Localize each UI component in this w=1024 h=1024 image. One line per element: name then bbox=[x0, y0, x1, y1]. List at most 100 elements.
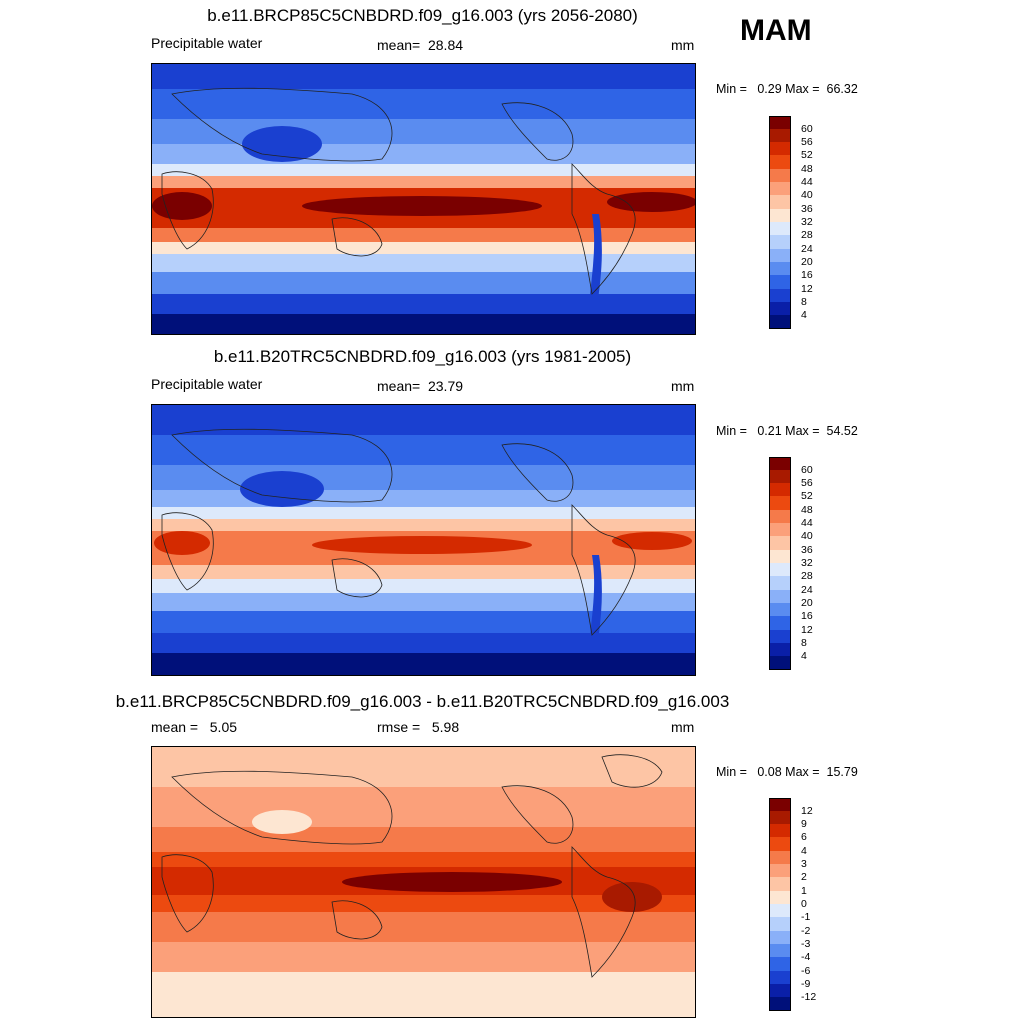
p1-swatch-7 bbox=[769, 209, 791, 223]
panel-3-rmse-value: 5.98 bbox=[431, 719, 460, 735]
p1-band-s-high bbox=[152, 294, 695, 314]
panel-2-mean-label: mean= bbox=[377, 378, 421, 394]
p1-band-s-mid bbox=[152, 272, 695, 294]
p1-tick-11: 16 bbox=[801, 269, 813, 281]
p2-swatch-0 bbox=[769, 457, 791, 471]
p2-tick-11: 16 bbox=[801, 610, 813, 622]
p3-swatch-6 bbox=[769, 877, 791, 891]
p1-tick-0: 60 bbox=[801, 123, 813, 135]
p2-tick-5: 40 bbox=[801, 530, 813, 542]
panel-1-min-label: Min = bbox=[716, 82, 747, 96]
panel-1-min-value: 0.29 bbox=[757, 82, 782, 96]
p2-tick-10: 20 bbox=[801, 597, 813, 609]
p2-swatch-2 bbox=[769, 483, 791, 497]
panel-2-max-label: Max = bbox=[785, 424, 820, 438]
p2-band-arctic bbox=[152, 405, 695, 435]
p3-tick-11: -4 bbox=[801, 951, 811, 963]
p3-swatch-0 bbox=[769, 798, 791, 812]
p1-band-s-trop-edge bbox=[152, 242, 695, 254]
p2-tick-3: 48 bbox=[801, 504, 813, 516]
p3-swatch-12 bbox=[769, 957, 791, 971]
p3-tick-3: 4 bbox=[801, 845, 807, 857]
p3-band-n-mid bbox=[152, 787, 695, 827]
p3-tick-12: -6 bbox=[801, 965, 811, 977]
p2-swatch-6 bbox=[769, 536, 791, 550]
p1-swatch-4 bbox=[769, 169, 791, 183]
p1-tick-7: 32 bbox=[801, 216, 813, 228]
panel-2-min-value: 0.21 bbox=[757, 424, 782, 438]
p1-band-n-trop bbox=[152, 176, 695, 188]
p3-swatch-15 bbox=[769, 997, 791, 1011]
p1-tick-8: 28 bbox=[801, 229, 813, 241]
p3-tick-4: 3 bbox=[801, 858, 807, 870]
p1-swatch-2 bbox=[769, 142, 791, 156]
p2-tick-8: 28 bbox=[801, 570, 813, 582]
p1-swatch-3 bbox=[769, 155, 791, 169]
p2-swatch-14 bbox=[769, 643, 791, 657]
p3-tick-10: -3 bbox=[801, 938, 811, 950]
p1-tick-4: 44 bbox=[801, 176, 813, 188]
p2-band-antarctic bbox=[152, 653, 695, 675]
p2-tick-4: 44 bbox=[801, 517, 813, 529]
p1-band-n-mid bbox=[152, 119, 695, 144]
panel-1-mean-value: 28.84 bbox=[427, 37, 464, 53]
p2-swatch-15 bbox=[769, 656, 791, 670]
panel-3-mean-label: mean = bbox=[151, 719, 199, 735]
p3-tibet-min bbox=[252, 810, 312, 834]
panel-3-mean: mean = 5.05 bbox=[151, 719, 237, 735]
p2-tick-2: 52 bbox=[801, 490, 813, 502]
p2-swatch-11 bbox=[769, 603, 791, 617]
panel-3-colorbar: 12 9 6 4 3 2 1 0 -1 -2 -3 -4 -6 -9 -12 bbox=[769, 798, 849, 1011]
p1-swatch-0 bbox=[769, 116, 791, 130]
p3-band-arctic bbox=[152, 747, 695, 787]
p2-amazon-max bbox=[612, 532, 692, 550]
p1-tick-1: 56 bbox=[801, 136, 813, 148]
panel-2-units: mm bbox=[671, 378, 695, 394]
p2-swatch-8 bbox=[769, 563, 791, 577]
p1-band-s-trop bbox=[152, 228, 695, 242]
panel-2-min-label: Min = bbox=[716, 424, 747, 438]
p1-band-n-high bbox=[152, 89, 695, 119]
p1-swatch-9 bbox=[769, 235, 791, 249]
p1-tick-14: 4 bbox=[801, 309, 807, 321]
p2-swatch-13 bbox=[769, 630, 791, 644]
p1-warm-pool bbox=[302, 196, 542, 216]
p2-coastlines bbox=[161, 428, 636, 636]
panel-1-max-value: 66.32 bbox=[826, 82, 858, 96]
panel-3-min-label: Min = bbox=[716, 765, 747, 779]
p2-swatch-12 bbox=[769, 616, 791, 630]
p3-tick-13: -9 bbox=[801, 978, 811, 990]
p3-swatch-7 bbox=[769, 891, 791, 905]
p3-swatch-5 bbox=[769, 864, 791, 878]
panel-2-title: b.e11.B20TRC5CNBDRD.f09_g16.003 (yrs 198… bbox=[213, 347, 632, 366]
p1-swatch-6 bbox=[769, 195, 791, 209]
p1-swatch-15 bbox=[769, 315, 791, 329]
p3-tick-5: 2 bbox=[801, 871, 807, 883]
panel-1-minmax: Min = 0.29 Max = 66.32 bbox=[716, 82, 858, 96]
panel-3-mean-value: 5.05 bbox=[209, 719, 238, 735]
panel-3-max-value: 15.79 bbox=[826, 765, 858, 779]
p3-tick-6: 1 bbox=[801, 885, 807, 897]
p2-swatch-5 bbox=[769, 523, 791, 537]
p2-band-n-high bbox=[152, 435, 695, 465]
p1-tick-12: 12 bbox=[801, 283, 813, 295]
panel-2-mean: mean= 23.79 bbox=[377, 378, 463, 394]
p1-swatch-11 bbox=[769, 262, 791, 276]
panel-2-variable-label: Precipitable water bbox=[151, 376, 263, 392]
p3-band-s-mid bbox=[152, 942, 695, 972]
p1-band-antarctic bbox=[152, 314, 695, 334]
p2-band-s-trop bbox=[152, 565, 695, 579]
p3-swatch-2 bbox=[769, 824, 791, 838]
panel-2-mean-value: 23.79 bbox=[427, 378, 464, 394]
p3-band-s-high bbox=[152, 972, 695, 1017]
p3-tick-8: -1 bbox=[801, 911, 811, 923]
p1-tick-10: 20 bbox=[801, 256, 813, 268]
p1-africa-max bbox=[152, 192, 212, 220]
p2-andes-low bbox=[589, 555, 602, 647]
p1-coastlines bbox=[161, 87, 636, 295]
p3-tick-7: 0 bbox=[801, 898, 807, 910]
panel-2-max-value: 54.52 bbox=[826, 424, 858, 438]
p1-swatch-8 bbox=[769, 222, 791, 236]
p3-swatch-13 bbox=[769, 971, 791, 985]
p2-band-s-trop-edge bbox=[152, 579, 695, 593]
